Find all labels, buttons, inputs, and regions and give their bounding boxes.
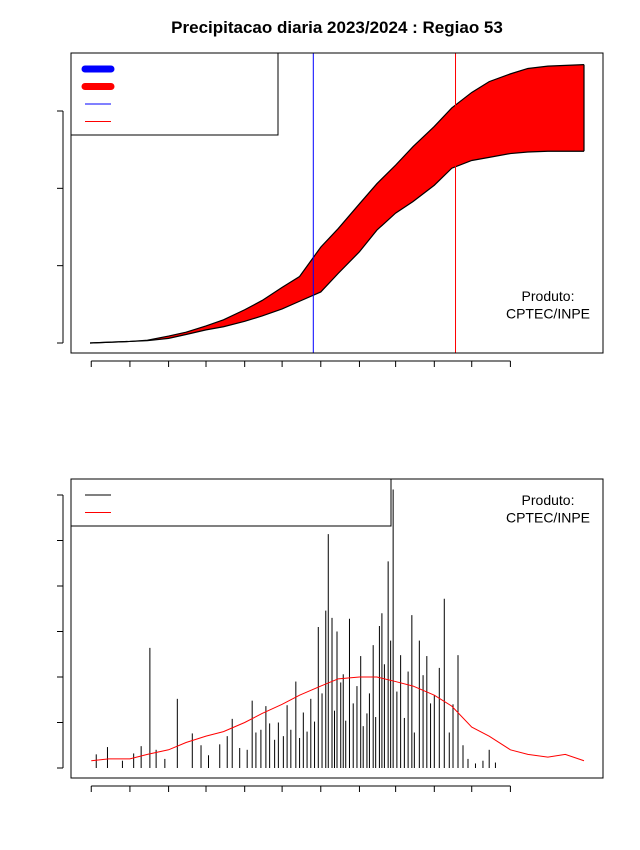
- annotation-line: Produto:: [522, 288, 575, 304]
- legend-box: [70, 52, 279, 136]
- legend: [70, 478, 392, 527]
- observed-daily-bars: [95, 489, 496, 768]
- observed-cumulative-line: [89, 150, 584, 344]
- product-annotation: Produto: CPTEC/INPE: [506, 492, 590, 526]
- climatology-daily-line: [91, 676, 585, 762]
- x-axis: [90, 785, 511, 792]
- chart-title: Precipitacao diaria 2023/2024 : Regiao 5…: [171, 18, 503, 37]
- annotation-line: CPTEC/INPE: [506, 306, 590, 322]
- negative-anomaly-area: [90, 64, 584, 343]
- daily-precipitation-chart: Produto: CPTEC/INPE: [57, 478, 604, 792]
- climatology-cumulative-line: [89, 64, 585, 344]
- y-axis: [57, 110, 64, 344]
- annotation-line: CPTEC/INPE: [506, 510, 590, 526]
- cumulative-precipitation-chart: Produto: CPTEC/INPE: [57, 52, 604, 367]
- product-annotation: Produto: CPTEC/INPE: [506, 288, 590, 322]
- x-axis: [90, 360, 511, 367]
- plot-frame: [70, 52, 604, 354]
- y-axis: [57, 494, 64, 769]
- legend: [70, 52, 279, 136]
- annotation-line: Produto:: [522, 492, 575, 508]
- legend-box: [70, 478, 392, 527]
